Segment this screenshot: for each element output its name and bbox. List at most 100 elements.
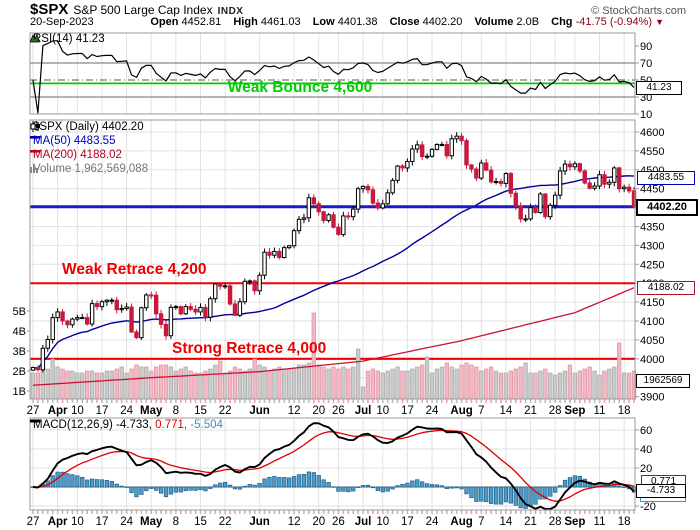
chg-value: -41.75 (-0.94%) <box>575 15 653 28</box>
svg-text:18: 18 <box>618 516 631 528</box>
svg-text:Jul: Jul <box>355 516 372 528</box>
svg-text:7: 7 <box>478 516 484 528</box>
svg-text:May: May <box>140 516 163 528</box>
svg-text:24: 24 <box>426 405 439 417</box>
macd-hist-value: -5.504 <box>187 419 223 431</box>
svg-text:22: 22 <box>219 516 232 528</box>
macd-signal-value: 0.771, <box>151 419 188 431</box>
svg-text:12: 12 <box>288 405 301 417</box>
svg-text:24: 24 <box>120 405 133 417</box>
svg-text:4600: 4600 <box>640 127 664 139</box>
svg-text:24: 24 <box>120 516 133 528</box>
ma200-legend-label: MA(200) 4188.02 <box>33 149 122 161</box>
svg-text:4100: 4100 <box>640 316 664 328</box>
svg-text:4150: 4150 <box>640 297 664 309</box>
svg-text:10: 10 <box>376 516 389 528</box>
svg-text:21: 21 <box>524 405 537 417</box>
svg-text:4350: 4350 <box>640 222 664 234</box>
svg-text:21: 21 <box>524 516 537 528</box>
close-label: Close <box>389 15 420 28</box>
ma50-legend: MA(50) 4483.55 <box>30 135 115 147</box>
svg-text:Apr: Apr <box>48 405 68 417</box>
open-label: Open <box>150 15 179 28</box>
volume-label: Volume <box>474 15 514 28</box>
svg-text:7: 7 <box>478 405 484 417</box>
svg-text:22: 22 <box>219 405 232 417</box>
svg-text:8: 8 <box>173 516 179 528</box>
spx-legend: $SPX (Daily) 4402.20 <box>30 121 144 133</box>
svg-text:10: 10 <box>71 405 84 417</box>
svg-text:20: 20 <box>312 516 325 528</box>
svg-text:17: 17 <box>96 405 109 417</box>
svg-text:11: 11 <box>594 516 606 528</box>
svg-text:4250: 4250 <box>640 259 664 271</box>
macd-value: -4.733, <box>116 419 152 431</box>
svg-text:4050: 4050 <box>640 335 664 347</box>
rsi-legend-label: RSI(14) 41.23 <box>33 33 105 45</box>
ma200-legend: MA(200) 4188.02 <box>30 149 122 161</box>
ma50-value-box: 4483.55 <box>637 171 695 185</box>
high-label: High <box>233 15 258 28</box>
svg-text:24: 24 <box>426 516 439 528</box>
svg-text:20: 20 <box>312 405 325 417</box>
volume-value: 2.0B <box>516 15 540 28</box>
svg-text:15: 15 <box>194 516 207 528</box>
low-value: 4401.38 <box>337 15 378 28</box>
svg-text:26: 26 <box>332 516 345 528</box>
ticker-symbol: $SPX <box>30 1 69 18</box>
svg-text:10: 10 <box>640 109 652 121</box>
header-row-2: 20-Sep-2023 Open 4452.81 High 4461.03 Lo… <box>30 16 664 28</box>
header-row-1: $SPX S&P 500 Large Cap Index INDX © Stoc… <box>30 1 690 18</box>
svg-text:27: 27 <box>27 405 40 417</box>
volume-legend-label: Volume 1,962,569,088 <box>33 163 149 175</box>
volume-legend: Volume 1,962,569,088 <box>30 163 148 175</box>
index-name: S&P 500 Large Cap Index <box>73 3 213 17</box>
svg-text:Jun: Jun <box>249 405 269 417</box>
svg-text:10: 10 <box>376 405 389 417</box>
svg-text:11: 11 <box>594 405 606 417</box>
quote-date: 20-Sep-2023 <box>30 15 94 28</box>
svg-text:3900: 3900 <box>640 392 664 404</box>
svg-text:40: 40 <box>640 444 652 456</box>
rsi-legend: RSI(14) 41.23 <box>30 33 105 45</box>
svg-text:1B: 1B <box>13 386 26 398</box>
svg-text:4300: 4300 <box>640 240 664 252</box>
svg-text:14: 14 <box>500 516 513 528</box>
svg-text:10: 10 <box>71 516 84 528</box>
svg-text:27: 27 <box>27 516 40 528</box>
svg-text:-20: -20 <box>640 501 656 513</box>
low-label: Low <box>312 15 335 28</box>
svg-text:Jun: Jun <box>249 516 269 528</box>
svg-text:17: 17 <box>401 405 414 417</box>
svg-text:Aug: Aug <box>450 516 472 528</box>
ma50-legend-label: MA(50) 4483.55 <box>33 135 116 147</box>
svg-text:8: 8 <box>173 405 179 417</box>
svg-text:Sep: Sep <box>564 405 585 417</box>
svg-text:Apr: Apr <box>48 516 68 528</box>
svg-text:28: 28 <box>549 405 562 417</box>
svg-text:3B: 3B <box>13 346 26 358</box>
svg-text:15: 15 <box>194 405 207 417</box>
svg-text:28: 28 <box>549 516 562 528</box>
open-value: 4452.81 <box>181 15 222 28</box>
macd-value-box: -4.733 <box>636 484 686 498</box>
macd-legend-label: MACD(12,26,9) -4.733, 0.771, -5.504 <box>33 419 223 431</box>
svg-text:4550: 4550 <box>640 146 664 158</box>
svg-text:90: 90 <box>640 41 652 53</box>
svg-text:30: 30 <box>640 92 652 104</box>
svg-text:18: 18 <box>618 405 631 417</box>
svg-text:4B: 4B <box>13 326 26 338</box>
macd-legend-prefix: MACD(12,26,9) <box>33 419 117 431</box>
svg-text:60: 60 <box>640 425 652 437</box>
svg-text:Jul: Jul <box>355 405 372 417</box>
svg-text:4000: 4000 <box>640 354 664 366</box>
svg-text:2B: 2B <box>13 366 26 378</box>
svg-text:Aug: Aug <box>450 405 472 417</box>
svg-text:17: 17 <box>96 516 109 528</box>
svg-text:5B: 5B <box>13 306 26 318</box>
svg-text:May: May <box>140 405 163 417</box>
macd-legend: MACD(12,26,9) -4.733, 0.771, -5.504 <box>30 419 223 431</box>
svg-text:20: 20 <box>640 463 652 475</box>
